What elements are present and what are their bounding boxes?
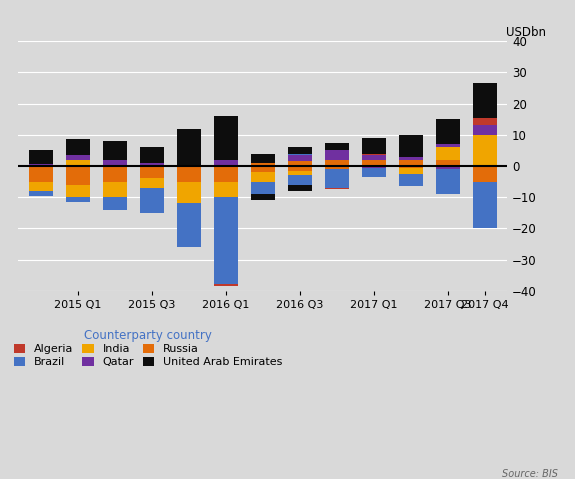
Bar [140,166,164,179]
Bar [66,197,90,202]
Bar [473,182,497,228]
Bar [251,194,275,200]
Bar [251,154,275,163]
Bar [436,160,460,166]
Bar [325,150,349,160]
Bar [288,175,312,185]
Bar [436,119,460,144]
Bar [288,147,312,154]
Bar [177,204,201,247]
Bar [66,166,90,185]
Bar [102,160,126,166]
Bar [288,161,312,166]
Bar [29,150,52,164]
Bar [362,168,386,177]
Bar [102,182,126,197]
Bar [362,155,386,160]
Bar [140,179,164,188]
Bar [473,118,497,125]
Bar [214,116,237,160]
Bar [288,154,312,155]
Bar [325,188,349,189]
Bar [325,143,349,150]
Bar [177,166,201,182]
Bar [66,155,90,160]
Bar [140,163,164,166]
Bar [29,182,52,191]
Bar [399,168,423,174]
Bar [288,155,312,161]
Bar [436,169,460,194]
Bar [251,172,275,182]
Bar [214,182,237,197]
Text: Source: BIS: Source: BIS [502,468,558,479]
Bar [102,166,126,182]
Bar [177,128,201,166]
Bar [214,197,237,285]
Bar [251,163,275,166]
Bar [473,83,497,118]
Bar [362,138,386,154]
Bar [29,191,52,195]
Legend: Algeria, Brazil, India, Qatar, Russia, United Arab Emirates: Algeria, Brazil, India, Qatar, Russia, U… [14,329,282,367]
Bar [251,166,275,172]
Bar [325,160,349,166]
Bar [288,171,312,175]
Bar [29,166,52,182]
Bar [473,135,497,166]
Bar [214,166,237,182]
Bar [399,135,423,157]
Bar [66,185,90,197]
Bar [214,160,237,166]
Bar [325,166,349,169]
Bar [362,160,386,166]
Bar [177,182,201,204]
Bar [140,147,164,163]
Bar [102,141,126,160]
Bar [436,166,460,169]
Bar [399,160,423,166]
Text: USDbn: USDbn [506,26,546,39]
Bar [66,160,90,166]
Bar [473,125,497,135]
Bar [362,154,386,155]
Bar [288,166,312,171]
Bar [288,185,312,191]
Bar [399,157,423,160]
Bar [102,197,126,210]
Bar [214,285,237,286]
Bar [29,164,52,166]
Bar [473,166,497,182]
Bar [436,144,460,147]
Bar [436,147,460,160]
Bar [251,182,275,194]
Bar [362,166,386,168]
Bar [66,139,90,155]
Bar [399,174,423,186]
Bar [325,169,349,188]
Bar [399,166,423,168]
Bar [140,188,164,213]
